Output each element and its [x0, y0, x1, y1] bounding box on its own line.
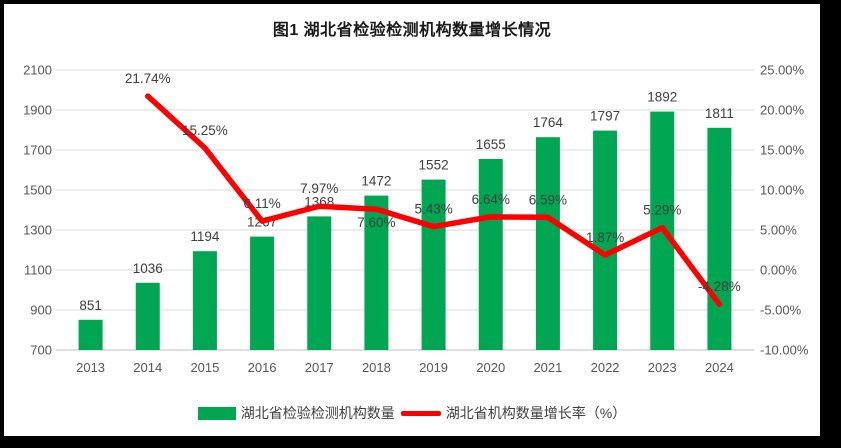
right-axis-tick-label: 20.00%: [760, 103, 805, 118]
x-axis-tick-label: 2016: [248, 360, 277, 375]
left-axis-tick-label: 1700: [23, 143, 52, 158]
left-axis-tick-label: 1300: [23, 223, 52, 238]
x-axis-tick-label: 2014: [133, 360, 162, 375]
bar-label: 1655: [476, 137, 506, 152]
line-series-swatch: [400, 410, 441, 416]
rate-label: 5.29%: [643, 203, 681, 218]
left-axis-tick-label: 1500: [23, 183, 52, 198]
bar-label: 1892: [647, 90, 677, 105]
rate-label: -4.28%: [698, 279, 741, 294]
left-axis-tick-label: 700: [30, 343, 52, 358]
rate-label: 7.60%: [357, 215, 395, 230]
rate-label: 15.25%: [182, 123, 228, 138]
rate-label: 21.74%: [125, 71, 171, 86]
right-axis-tick-label: 25.00%: [760, 63, 805, 78]
bar: [707, 127, 732, 350]
rate-label: 5.43%: [414, 202, 452, 217]
right-axis-tick-label: 0.00%: [760, 263, 797, 278]
bar: [250, 236, 275, 350]
right-axis-tick-label: 15.00%: [760, 143, 805, 158]
rate-label: 1.87%: [586, 230, 624, 245]
x-axis-tick-label: 2015: [190, 360, 219, 375]
bar-label: 1764: [533, 115, 564, 130]
rate-label: 6.64%: [472, 192, 510, 207]
bar-series-swatch: [197, 406, 236, 420]
rate-label: 7.97%: [300, 181, 338, 196]
legend-item-line: 湖北省机构数量增长率（%）: [400, 403, 627, 423]
bar: [307, 216, 332, 350]
bar-series-label: 湖北省检验检测机构数量: [240, 405, 395, 421]
bar: [364, 195, 389, 350]
right-axis-tick-label: -5.00%: [760, 303, 802, 318]
bar-label: 851: [79, 298, 102, 313]
rate-label: 6.11%: [243, 196, 280, 211]
right-axis-tick-label: 5.00%: [760, 223, 797, 238]
left-axis-tick-label: 2100: [23, 63, 52, 78]
bar: [535, 137, 560, 350]
bar: [593, 130, 618, 350]
bar: [78, 319, 103, 350]
x-axis-tick-label: 2023: [648, 360, 677, 375]
bar-label: 1472: [361, 174, 391, 189]
x-axis-tick-label: 2021: [533, 360, 562, 375]
combo-chart: 700 900 1100 1300 1500 1700 1900 2100 -10.00% -5.…: [23, 63, 809, 376]
bar: [192, 251, 217, 350]
x-axis-tick-label: 2019: [419, 360, 448, 375]
x-axis-tick-label: 2024: [705, 360, 734, 375]
bar-label: 1194: [190, 229, 220, 244]
bar: [135, 282, 160, 350]
x-axis-tick-label: 2018: [362, 360, 391, 375]
rate-label: 6.59%: [529, 192, 567, 207]
line-series-label: 湖北省机构数量增长率（%）: [445, 405, 627, 421]
right-axis-tick-label: 10.00%: [760, 183, 805, 198]
bar: [421, 179, 446, 350]
bar: [478, 159, 503, 350]
legend-item-bars: 湖北省检验检测机构数量: [197, 403, 395, 423]
bar-label: 1036: [133, 261, 163, 276]
bar-label: 1797: [590, 109, 620, 124]
chart-card: 图1 湖北省检验检测机构数量增长情况 700 900 1100 1300 1500 170…: [4, 4, 820, 436]
right-axis-tick-label: -10.00%: [760, 343, 809, 358]
chart-title: 图1 湖北省检验检测机构数量增长情况: [272, 22, 552, 39]
bar-label: 1811: [705, 106, 734, 121]
x-axis-tick-label: 2022: [591, 360, 620, 375]
bar-label: 1552: [419, 158, 449, 173]
x-axis-tick-label: 2020: [476, 360, 505, 375]
x-axis-tick-label: 2013: [76, 360, 105, 375]
x-axis-tick-label: 2017: [305, 360, 334, 375]
growth-rate-line: [145, 93, 723, 307]
left-axis-tick-label: 900: [30, 303, 52, 318]
legend: 湖北省检验检测机构数量 湖北省机构数量增长率（%）: [4, 403, 820, 423]
left-axis-tick-label: 1900: [23, 103, 52, 118]
left-axis-tick-label: 1100: [24, 263, 52, 278]
